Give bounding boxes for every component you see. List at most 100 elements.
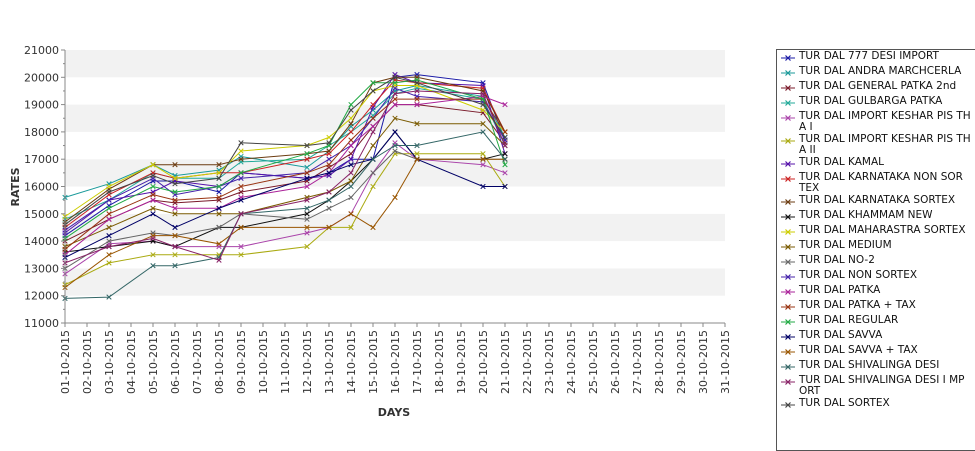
data-point <box>392 194 398 201</box>
data-point <box>326 156 332 162</box>
data-point <box>238 189 244 195</box>
series-15 <box>62 96 508 252</box>
x-tick-label: 15-10-2015 <box>367 330 380 394</box>
data-point <box>326 140 332 146</box>
data-point <box>326 170 332 176</box>
data-point <box>106 211 112 217</box>
data-point <box>216 175 222 181</box>
data-point <box>326 189 332 195</box>
series-21 <box>62 74 508 228</box>
legend-marker <box>781 55 795 61</box>
data-point <box>348 121 354 127</box>
legend-marker <box>781 379 795 385</box>
x-tick-label: 27-10-2015 <box>631 330 644 394</box>
x-tick-label: 17-10-2015 <box>411 330 424 394</box>
legend-marker <box>781 289 795 295</box>
x-tick-label: 18-10-2015 <box>433 330 446 394</box>
x-tick-label: 21-10-2015 <box>499 330 512 394</box>
legend-label: TUR DAL MAHARASTRA SORTEX <box>799 224 966 236</box>
line-chart: 11000 12000 13000 14000 15000 16000 17000 18000… <box>9 44 732 419</box>
data-point <box>392 74 398 80</box>
data-point <box>216 183 222 190</box>
data-point <box>150 263 156 269</box>
grid-band <box>65 50 725 78</box>
data-point <box>150 205 156 211</box>
data-point <box>392 85 398 91</box>
series-line <box>64 95 506 256</box>
data-point <box>238 224 244 231</box>
data-point <box>304 243 310 250</box>
y-tick-label: 13000 <box>24 262 59 275</box>
grid-band <box>65 213 725 242</box>
data-point <box>414 101 420 108</box>
data-point <box>238 197 244 203</box>
legend-item: TUR DAL SHIVALINGA DESI <box>777 359 975 374</box>
legend-item: TUR DAL SAVVA <box>777 329 975 344</box>
legend-item: TUR DAL KARNATAKA SORTEX <box>777 194 975 209</box>
legend-label: TUR DAL KARNATAKA NON SOR TEX <box>799 171 963 194</box>
series-line <box>64 153 506 286</box>
data-point <box>502 162 508 168</box>
data-point <box>172 189 178 195</box>
data-point <box>304 216 310 222</box>
x-tick-label: 01-10-2015 <box>59 330 72 394</box>
legend-marker <box>781 402 795 408</box>
series-line <box>64 131 505 258</box>
data-point <box>216 162 222 168</box>
data-point <box>502 142 508 149</box>
data-point <box>150 235 156 242</box>
data-point <box>238 170 244 176</box>
legend-item: TUR DAL 777 DESI IMPORT <box>777 50 975 65</box>
data-point <box>238 156 244 162</box>
data-point <box>414 151 420 157</box>
legend-label: TUR DAL KHAMMAM NEW <box>799 209 933 221</box>
data-point <box>502 101 508 108</box>
data-point <box>480 101 486 108</box>
legend-label: TUR DAL IMPORT KESHAR PIS THA II <box>799 133 971 156</box>
data-point <box>150 252 156 258</box>
x-tick-label: 03-10-2015 <box>103 330 116 394</box>
data-point <box>304 211 310 217</box>
data-point <box>348 194 354 201</box>
data-point <box>370 142 376 149</box>
legend-marker <box>781 364 795 370</box>
data-point <box>106 243 112 250</box>
data-point <box>480 121 486 127</box>
series-line <box>64 85 506 217</box>
legend-item: TUR DAL KAMAL <box>777 156 975 171</box>
legend-label: TUR DAL SAVVA + TAX <box>799 344 918 356</box>
legend-item: TUR DAL IMPORT KESHAR PIS THA I <box>777 110 975 133</box>
data-point <box>502 151 508 157</box>
data-point <box>172 252 178 258</box>
data-point <box>150 211 156 217</box>
data-point <box>370 88 376 94</box>
data-point <box>106 294 112 300</box>
legend-label: TUR DAL SHIVALINGA DESI I MPORT <box>799 374 965 397</box>
data-point <box>348 156 354 162</box>
legend-item: TUR DAL PATKA <box>777 284 975 299</box>
data-point <box>150 172 156 179</box>
data-point <box>304 142 310 149</box>
y-tick-label: 17000 <box>24 153 59 166</box>
y-tick-label: 20000 <box>24 71 59 84</box>
data-point <box>348 170 354 176</box>
data-point <box>106 205 112 211</box>
data-point <box>480 91 486 97</box>
data-point <box>414 88 420 94</box>
legend-item: TUR DAL KHAMMAM NEW <box>777 209 975 224</box>
data-point <box>502 156 508 162</box>
x-tick-label: 11-10-2015 <box>279 330 292 394</box>
data-point <box>348 224 354 231</box>
legend-label: TUR DAL ANDRA MARCHCERLA <box>799 65 962 77</box>
legend-label: TUR DAL NON SORTEX <box>799 269 918 281</box>
legend-item: TUR DAL KARNATAKA NON SOR TEX <box>777 171 975 194</box>
data-point <box>304 170 310 176</box>
y-tick-label: 14000 <box>24 235 59 248</box>
data-point <box>480 162 486 168</box>
data-point <box>106 183 112 190</box>
data-point <box>238 243 244 250</box>
data-point <box>370 129 376 135</box>
x-tick-label: 20-10-2015 <box>477 330 490 394</box>
data-point <box>304 164 310 171</box>
series-line <box>64 117 506 248</box>
